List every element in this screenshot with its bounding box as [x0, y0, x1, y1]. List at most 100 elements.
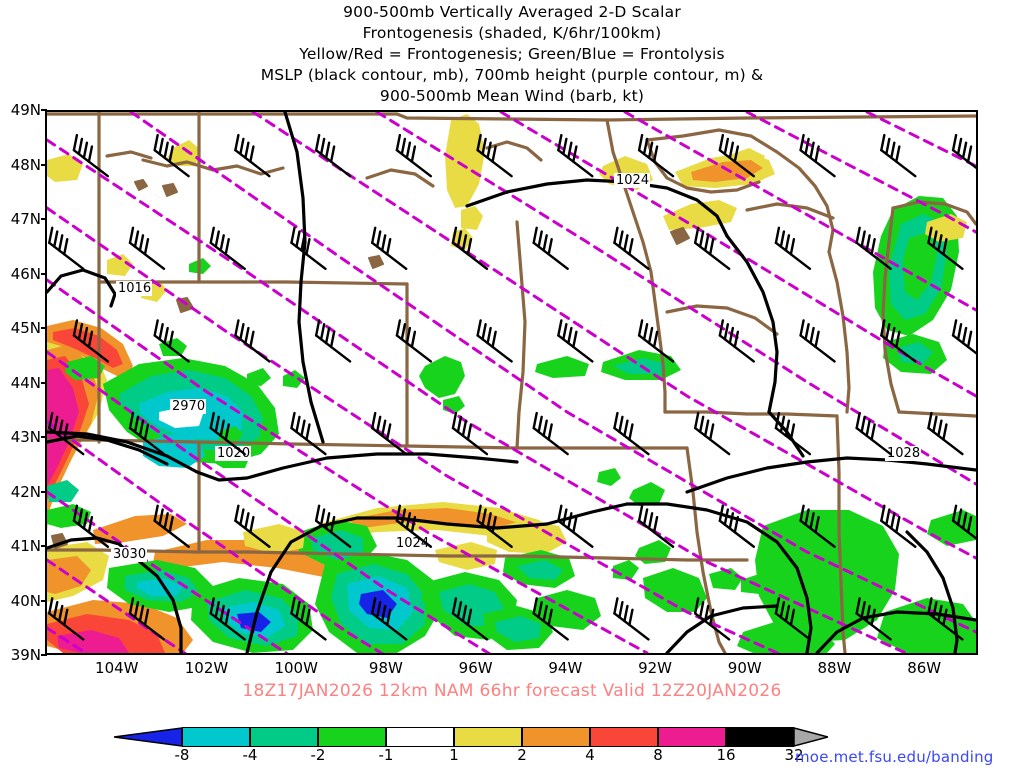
colorbar-swatch[interactable] — [522, 727, 590, 747]
wind-barb — [290, 411, 327, 456]
wind-barb — [718, 133, 756, 178]
colorbar-tick-label: -8 — [174, 746, 190, 764]
contour-label-mslp: 1028 — [887, 446, 920, 461]
forecast-caption: 18Z17JAN2026 12km NAM 66hr forecast Vali… — [242, 681, 782, 701]
wind-barb — [451, 597, 489, 641]
wind-barb — [880, 133, 917, 178]
title-line-5: 900-500mb Mean Wind (barb, kt) — [379, 87, 645, 105]
colorbar-swatch[interactable] — [318, 727, 386, 747]
longitude-tick-label: 96W — [458, 659, 493, 677]
wind-barb — [637, 504, 675, 548]
colorbar-swatch[interactable] — [250, 727, 318, 747]
latitude-tick-mark — [41, 654, 47, 656]
wind-barb — [951, 133, 976, 170]
wind-barb — [72, 133, 110, 178]
wind-barb — [371, 411, 408, 456]
contour-label-height700: 3030 — [113, 547, 146, 562]
map-plot-area[interactable]: 1016 1024 1020 1028 1024 2970 3030 — [45, 110, 978, 655]
colorbar-tick-label: 1 — [449, 746, 459, 764]
latitude-tick-label: 44N — [10, 373, 41, 392]
colorbar-tick-label: -4 — [242, 746, 258, 764]
colorbar-tick-label: 2 — [517, 746, 527, 764]
wind-barb — [927, 226, 964, 270]
longitude-tick-label: 94W — [548, 659, 583, 677]
frontogenesis-shading — [47, 114, 976, 653]
longitude-tick-label: 86W — [907, 659, 942, 677]
longitude-tick-label: 102W — [184, 659, 229, 677]
latitude-tick-mark — [41, 490, 47, 493]
wind-barb — [532, 411, 569, 456]
wind-barb — [128, 411, 166, 456]
wind-barb — [532, 226, 569, 270]
latitude-tick-mark — [41, 327, 47, 329]
colorbar-swatch[interactable] — [182, 727, 250, 747]
colorbar-swatch[interactable] — [658, 727, 726, 747]
latitude-tick-mark — [41, 109, 47, 111]
longitude-tick-label: 100W — [274, 659, 318, 677]
wind-barb — [880, 504, 917, 548]
wind-barb — [927, 597, 964, 641]
colorbar[interactable] — [113, 727, 831, 747]
wind-barb — [209, 597, 246, 641]
colorbar-swatch[interactable] — [454, 727, 522, 747]
wind-barb — [451, 226, 489, 270]
wind-barb — [476, 504, 513, 548]
colorbar-tick-label: -1 — [378, 746, 394, 764]
contour-label-group: 1016 1024 1020 1028 1024 2970 3030 — [111, 173, 921, 562]
colorbar-tick-label: 4 — [585, 746, 595, 764]
wind-barb — [693, 411, 731, 456]
wind-barb — [927, 411, 964, 456]
wind-barb — [799, 319, 836, 363]
latitude-tick-mark — [41, 545, 47, 547]
wind-barb — [451, 411, 489, 456]
longitude-tick-label: 90W — [727, 659, 762, 677]
wind-barb — [613, 597, 650, 641]
longitude-tick-label: 98W — [368, 659, 403, 677]
title-line-3: Yellow/Red = Frontogenesis; Green/Blue =… — [299, 45, 725, 63]
wind-barb — [371, 597, 408, 641]
wind-barb — [48, 226, 85, 270]
source-watermark: moe.met.fsu.edu/banding — [795, 748, 994, 766]
wind-barb — [48, 411, 85, 456]
colorbar-swatch[interactable] — [590, 727, 658, 747]
wind-barb — [290, 597, 327, 641]
wind-barb — [693, 226, 731, 270]
latitude-tick-label: 46N — [10, 264, 41, 283]
longitude-tick-label: 88W — [817, 659, 852, 677]
colorbar-over-arrow — [793, 727, 831, 747]
colorbar-swatch[interactable] — [386, 727, 454, 747]
wind-barb — [774, 597, 812, 641]
latitude-tick-label: 49N — [10, 101, 41, 119]
latitude-tick-label: 42N — [10, 482, 41, 501]
latitude-tick-mark — [41, 218, 47, 220]
wind-barb — [718, 504, 756, 548]
wind-barb — [774, 411, 812, 456]
contour-label-height700: 2970 — [172, 399, 205, 414]
colorbar-tick-label: -2 — [310, 746, 326, 764]
title-line-2: Frontogenesis (shaded, K/6hr/100km) — [362, 24, 662, 42]
wind-barb — [855, 597, 892, 641]
wind-barb — [209, 226, 246, 270]
wind-barb — [880, 319, 917, 363]
colorbar-swatch[interactable] — [726, 727, 794, 747]
wind-barb — [855, 226, 892, 270]
contour-label-mslp: 1024 — [616, 173, 649, 188]
wind-barb — [951, 504, 976, 540]
wind-barb — [476, 319, 513, 363]
latitude-tick-mark — [41, 272, 47, 275]
contour-label-halo — [111, 547, 147, 562]
latitude-tick-label: 41N — [10, 537, 41, 555]
wind-barb — [395, 504, 433, 548]
wind-barb — [557, 319, 594, 363]
colorbar-tick-label: 8 — [653, 746, 663, 764]
latitude-tick-label: 40N — [10, 591, 41, 610]
wind-barb — [234, 133, 271, 178]
latitude-tick-label: 39N — [10, 646, 41, 664]
wind-barb — [476, 133, 513, 178]
wind-barb — [855, 411, 892, 456]
wind-barb — [314, 319, 352, 363]
contour-label-halo — [215, 446, 251, 461]
contour-label-mslp: 1020 — [217, 446, 250, 461]
latitude-tick-mark — [41, 599, 47, 602]
